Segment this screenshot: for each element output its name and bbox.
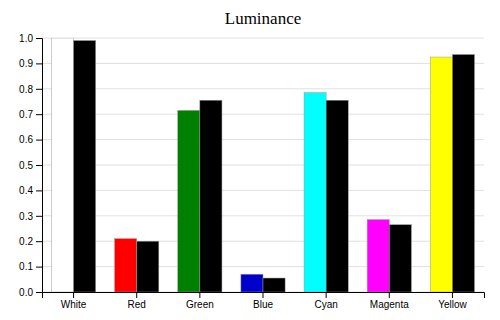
tick-mark <box>36 292 42 293</box>
tick-mark <box>36 89 42 90</box>
axis-line <box>36 39 43 293</box>
tick: 0.5 <box>19 160 42 171</box>
tick-mark <box>36 63 42 64</box>
tick-label: 0.7 <box>19 109 33 120</box>
plot-area: 0.0 0.1 0.2 0.3 0.4 0.5 0.6 0.7 0.8 0.9 1.0 White Re… <box>19 33 484 310</box>
tick: 0.6 <box>19 134 42 145</box>
title: Luminance <box>225 9 301 28</box>
bar <box>178 110 200 292</box>
grid-line <box>42 88 484 89</box>
y-axis: 0.0 0.1 0.2 0.3 0.4 0.5 0.6 0.7 0.8 0.9 1.0 <box>19 33 42 298</box>
tick-label: 1.0 <box>19 33 33 44</box>
tick: Magenta <box>370 292 409 310</box>
x-axis: White Red Green Blue Cyan Magenta Yellow <box>43 292 485 310</box>
tick: White <box>61 292 87 310</box>
tick: 0.3 <box>19 211 42 222</box>
grid-line <box>42 38 484 39</box>
tick: 0.0 <box>19 287 42 298</box>
bar <box>263 278 285 292</box>
bar <box>367 220 389 292</box>
tick: 0.4 <box>19 185 42 196</box>
tick-label: 0.5 <box>19 160 33 171</box>
tick-label: 0.9 <box>19 58 33 69</box>
tick-mark <box>36 140 42 141</box>
bar-series <box>51 38 452 292</box>
tick: 0.7 <box>19 109 42 120</box>
tick-mark <box>36 190 42 191</box>
tick-mark <box>136 292 137 298</box>
tick-label: White <box>61 299 87 310</box>
tick-mark <box>36 241 42 242</box>
tick: 0.9 <box>19 58 42 69</box>
axis-line <box>43 293 485 299</box>
tick-label: 0.0 <box>19 287 33 298</box>
grid-line <box>42 215 484 216</box>
tick-label: 0.4 <box>19 185 33 196</box>
tick-label: 0.1 <box>19 261 33 272</box>
tick: 0.8 <box>19 84 42 95</box>
tick-mark <box>36 38 42 39</box>
bar <box>304 93 326 292</box>
tick-label: 0.3 <box>19 211 33 222</box>
tick: Cyan <box>314 292 337 310</box>
bar <box>51 38 73 292</box>
tick-mark <box>326 292 327 298</box>
tick-label: Yellow <box>438 299 467 310</box>
bar <box>389 225 411 292</box>
tick-mark <box>36 216 42 217</box>
bar <box>115 239 137 292</box>
grid-line <box>42 165 484 166</box>
tick-label: Green <box>186 299 214 310</box>
tick-mark <box>36 165 42 166</box>
grid-line <box>42 114 484 115</box>
chart: 0.0 0.1 0.2 0.3 0.4 0.5 0.6 0.7 0.8 0.9 1.0 White Re… <box>0 0 500 320</box>
tick-mark <box>389 292 390 298</box>
bar <box>326 100 348 292</box>
tick-label: 0.2 <box>19 236 33 247</box>
bar <box>452 55 474 292</box>
tick: Red <box>128 292 146 310</box>
tick-label: Blue <box>253 299 273 310</box>
grid-line <box>42 266 484 267</box>
bar <box>430 57 452 292</box>
tick: 0.2 <box>19 236 42 247</box>
tick-mark <box>36 267 42 268</box>
tick-mark <box>73 292 74 298</box>
grid <box>42 38 484 292</box>
bar-series <box>74 41 475 292</box>
tick: Blue <box>253 292 273 310</box>
grid-line <box>42 190 484 191</box>
bar <box>241 274 263 292</box>
tick: Green <box>186 292 214 310</box>
tick: Yellow <box>438 292 467 310</box>
tick-mark <box>199 292 200 298</box>
tick: 0.1 <box>19 261 42 272</box>
tick-label: Cyan <box>314 299 337 310</box>
bar <box>137 241 159 292</box>
bar <box>200 100 222 292</box>
bars <box>51 38 474 292</box>
bar <box>74 41 96 292</box>
tick-mark <box>36 114 42 115</box>
tick: 1.0 <box>19 33 42 44</box>
tick-mark <box>452 292 453 298</box>
grid-line <box>42 139 484 140</box>
tick-label: Magenta <box>370 299 409 310</box>
tick-label: Red <box>128 299 146 310</box>
grid-line <box>42 241 484 242</box>
grid-line <box>42 63 484 64</box>
tick-mark <box>263 292 264 298</box>
tick-label: 0.6 <box>19 134 33 145</box>
tick-label: 0.8 <box>19 84 33 95</box>
